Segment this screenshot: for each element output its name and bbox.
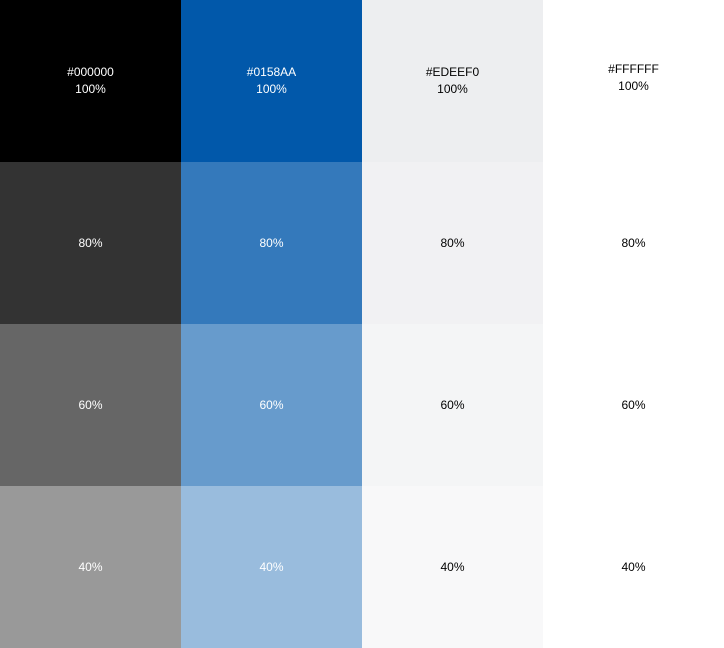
swatch-opacity-label: 60% [621, 397, 646, 412]
swatch-blue-60: 60% [181, 324, 362, 486]
swatch-black-80: 80% [0, 162, 181, 324]
swatch-white-40: 40% [543, 486, 724, 648]
swatch-opacity-label: 40% [78, 559, 103, 574]
swatch-white-60: 60% [543, 324, 724, 486]
swatch-opacity-label: 60% [78, 397, 103, 412]
swatch-opacity-label: 80% [440, 235, 465, 250]
swatch-hex-label: #EDEEF0 [425, 65, 480, 79]
swatch-opacity-label: 40% [440, 559, 465, 574]
swatch-opacity-label: 60% [259, 397, 284, 412]
swatch-white-80: 80% [543, 162, 724, 324]
swatch-light-40: 40% [362, 486, 543, 648]
swatch-light-100: #EDEEF0 100% [362, 0, 543, 162]
swatch-blue-40: 40% [181, 486, 362, 648]
swatch-opacity-label: 100% [618, 79, 649, 93]
swatch-opacity-label: 100% [75, 82, 106, 96]
swatch-opacity-label: 40% [259, 559, 284, 574]
swatch-opacity-label: 80% [621, 235, 646, 250]
swatch-opacity-label: 80% [78, 235, 103, 250]
swatch-hex-label: #0158AA [246, 65, 297, 79]
swatch-hex-label: #000000 [67, 65, 114, 79]
swatch-light-80: 80% [362, 162, 543, 324]
swatch-black-40: 40% [0, 486, 181, 648]
swatch-white-100: #FFFFFF 100% [543, 0, 724, 162]
swatch-opacity-label: 80% [259, 235, 284, 250]
swatch-opacity-label: 100% [256, 82, 287, 96]
swatch-blue-100: #0158AA 100% [181, 0, 362, 162]
swatch-blue-80: 80% [181, 162, 362, 324]
swatch-light-60: 60% [362, 324, 543, 486]
swatch-opacity-label: 100% [437, 82, 468, 96]
swatch-opacity-label: 40% [621, 559, 646, 574]
swatch-black-60: 60% [0, 324, 181, 486]
swatch-opacity-label: 60% [440, 397, 465, 412]
swatch-black-100: #000000 100% [0, 0, 181, 162]
swatch-hex-label: #FFFFFF [608, 62, 659, 76]
